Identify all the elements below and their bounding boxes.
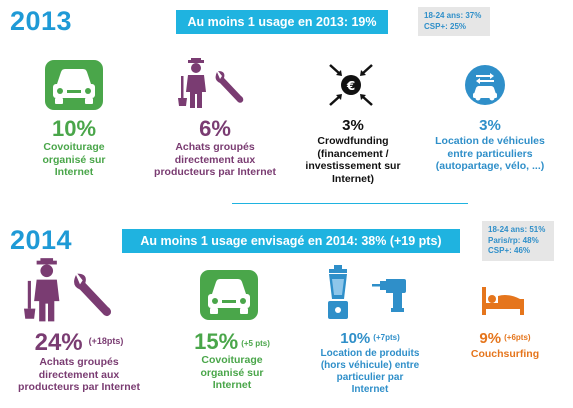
item-label: Couchsurfing xyxy=(446,348,564,361)
pct-delta: (+18pts) xyxy=(88,336,124,346)
label-line: Crowdfunding xyxy=(317,135,389,147)
label-line: Covoiturage xyxy=(43,141,105,153)
item-label: Crowdfunding (financement / investisseme… xyxy=(288,135,418,185)
stats-box-2013: 18-24 ans: 37% CSP+: 25% xyxy=(418,7,490,36)
label-line: Achats groupés xyxy=(175,141,255,153)
label-line: particulier par xyxy=(336,372,404,383)
banner-2014: Au moins 1 usage envisagé en 2014: 38% (… xyxy=(122,229,460,253)
farmer-icon xyxy=(178,58,216,110)
item-2013-crowdfunding: 3% Crowdfunding (financement / investiss… xyxy=(288,117,418,185)
pct-row: 15% (+5 pts) xyxy=(170,330,294,354)
label-line: Internet xyxy=(351,384,389,395)
bed-icon xyxy=(482,287,524,315)
pct-delta: (+6pts) xyxy=(504,333,531,342)
pct-value: 9% xyxy=(479,330,502,347)
label-line: producteurs par Internet xyxy=(18,381,140,393)
item-2014-couchsurfing: 9% (+6pts) Couchsurfing xyxy=(446,330,564,361)
year-2014: 2014 xyxy=(10,225,73,255)
label-line: (hors véhicule) entre xyxy=(320,360,420,371)
item-2013-groupbuy: 6% Achats groupés directement aux produc… xyxy=(150,117,280,179)
crowdfunding-icon: € xyxy=(327,62,375,108)
pct-row: 9% (+6pts) xyxy=(446,330,564,348)
label-line: (autopartage, vélo, ...) xyxy=(435,160,545,172)
item-2014-carpool: 15% (+5 pts) Covoiturage organisé sur Int… xyxy=(170,330,294,392)
label-line: organisé sur xyxy=(42,153,106,166)
label-line: directement aux xyxy=(38,368,120,381)
label-line: Internet xyxy=(212,379,252,391)
label-line: Internet) xyxy=(332,172,374,185)
box-line: Paris/rp: 48% xyxy=(488,235,539,245)
item-2014-groupbuy: 24% (+18pts) Achats groupés directement a… xyxy=(4,330,154,394)
item-label: Location de produits (hors véhicule) ent… xyxy=(310,348,430,396)
label-line: directement aux xyxy=(174,153,256,166)
farmer-icon xyxy=(24,258,72,324)
label-line: producteurs par Internet xyxy=(154,166,276,178)
label-line: entre particuliers xyxy=(447,147,533,160)
item-label: Covoiturage organisé sur Internet xyxy=(170,354,294,392)
pct-value: 15% xyxy=(194,329,239,354)
item-label: Achats groupés directement aux producteu… xyxy=(150,141,280,179)
blender-icon xyxy=(325,265,351,321)
pct-row: 10% (+7pts) xyxy=(310,330,430,348)
item-label: Location de véhicules entre particuliers… xyxy=(420,135,560,173)
year-2013: 2013 xyxy=(10,6,73,36)
pct-value: 6% xyxy=(199,116,231,141)
car-sharing-icon xyxy=(464,64,506,106)
item-2014-product-rental: 10% (+7pts) Location de produits (hors vé… xyxy=(310,330,430,396)
box-line: 18-24 ans: 51% xyxy=(488,225,546,234)
label-line: Internet xyxy=(54,166,94,178)
item-label: Covoiturage organisé sur Internet xyxy=(14,141,134,179)
box-line: CSP+: 46% xyxy=(488,246,531,255)
label-line: investissement sur xyxy=(305,160,401,172)
car-icon xyxy=(45,60,103,110)
section-divider xyxy=(232,203,468,204)
svg-text:€: € xyxy=(346,79,355,93)
label-line: Covoiturage xyxy=(201,354,263,366)
item-label: Achats groupés directement aux producteu… xyxy=(4,356,154,394)
item-2013-vehicle-rental: 3% Location de véhicules entre particuli… xyxy=(420,117,560,173)
pct-value: 24% xyxy=(34,329,83,356)
label-line: organisé sur xyxy=(200,366,264,379)
pct-value: 3% xyxy=(342,117,364,134)
item-2013-carpool: 10% Covoiturage organisé sur Internet xyxy=(14,117,134,179)
label-line: Location de produits xyxy=(320,348,420,359)
banner-2013: Au moins 1 usage en 2013: 19% xyxy=(176,10,388,34)
label-line: Location de véhicules xyxy=(435,135,545,147)
pct-delta: (+5 pts) xyxy=(241,339,270,348)
label-line: Couchsurfing xyxy=(470,348,540,360)
pct-value: 10% xyxy=(51,116,97,141)
wrench-icon xyxy=(214,70,244,104)
drill-icon xyxy=(372,277,406,313)
box-line: 18-24 ans: 37% xyxy=(424,11,482,20)
wrench-icon xyxy=(72,272,112,318)
box-line: CSP+: 25% xyxy=(424,21,467,31)
pct-value: 3% xyxy=(479,117,501,134)
label-line: (financement / xyxy=(317,147,389,160)
car-icon xyxy=(200,270,258,320)
label-line: Achats groupés xyxy=(39,356,119,368)
stats-box-2014: 18-24 ans: 51% Paris/rp: 48% CSP+: 46% xyxy=(482,221,554,261)
pct-row: 24% (+18pts) xyxy=(4,330,154,356)
pct-delta: (+7pts) xyxy=(373,333,400,342)
pct-value: 10% xyxy=(340,330,371,347)
